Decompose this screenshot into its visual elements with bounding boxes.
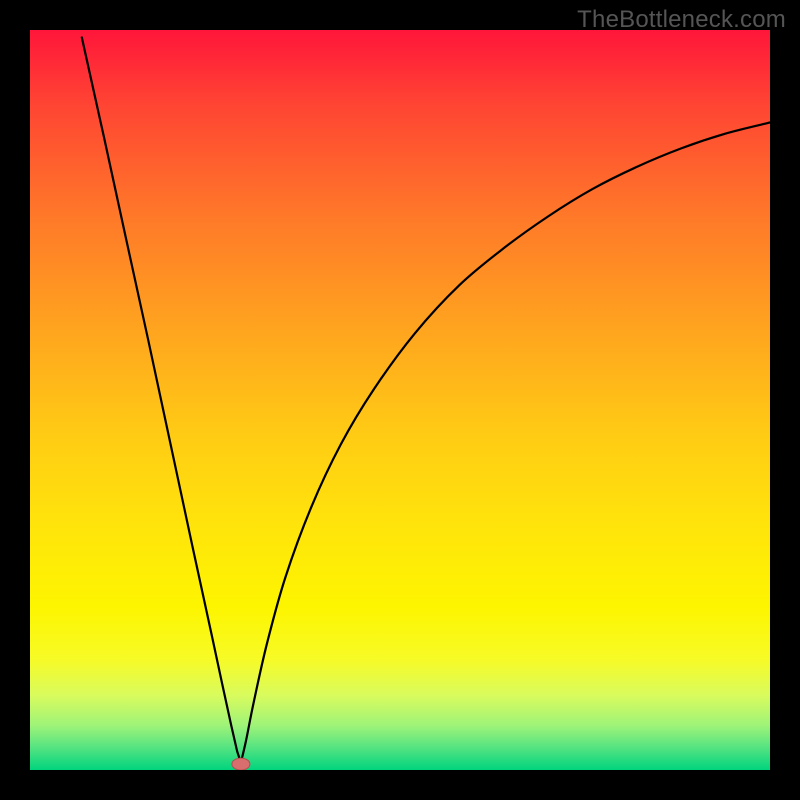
chart-svg	[30, 30, 770, 770]
minimum-marker	[232, 758, 250, 770]
chart-frame: TheBottleneck.com	[0, 0, 800, 800]
curve-right-segment	[241, 123, 770, 763]
plot-area	[30, 30, 770, 770]
curve-left-segment	[82, 37, 241, 762]
